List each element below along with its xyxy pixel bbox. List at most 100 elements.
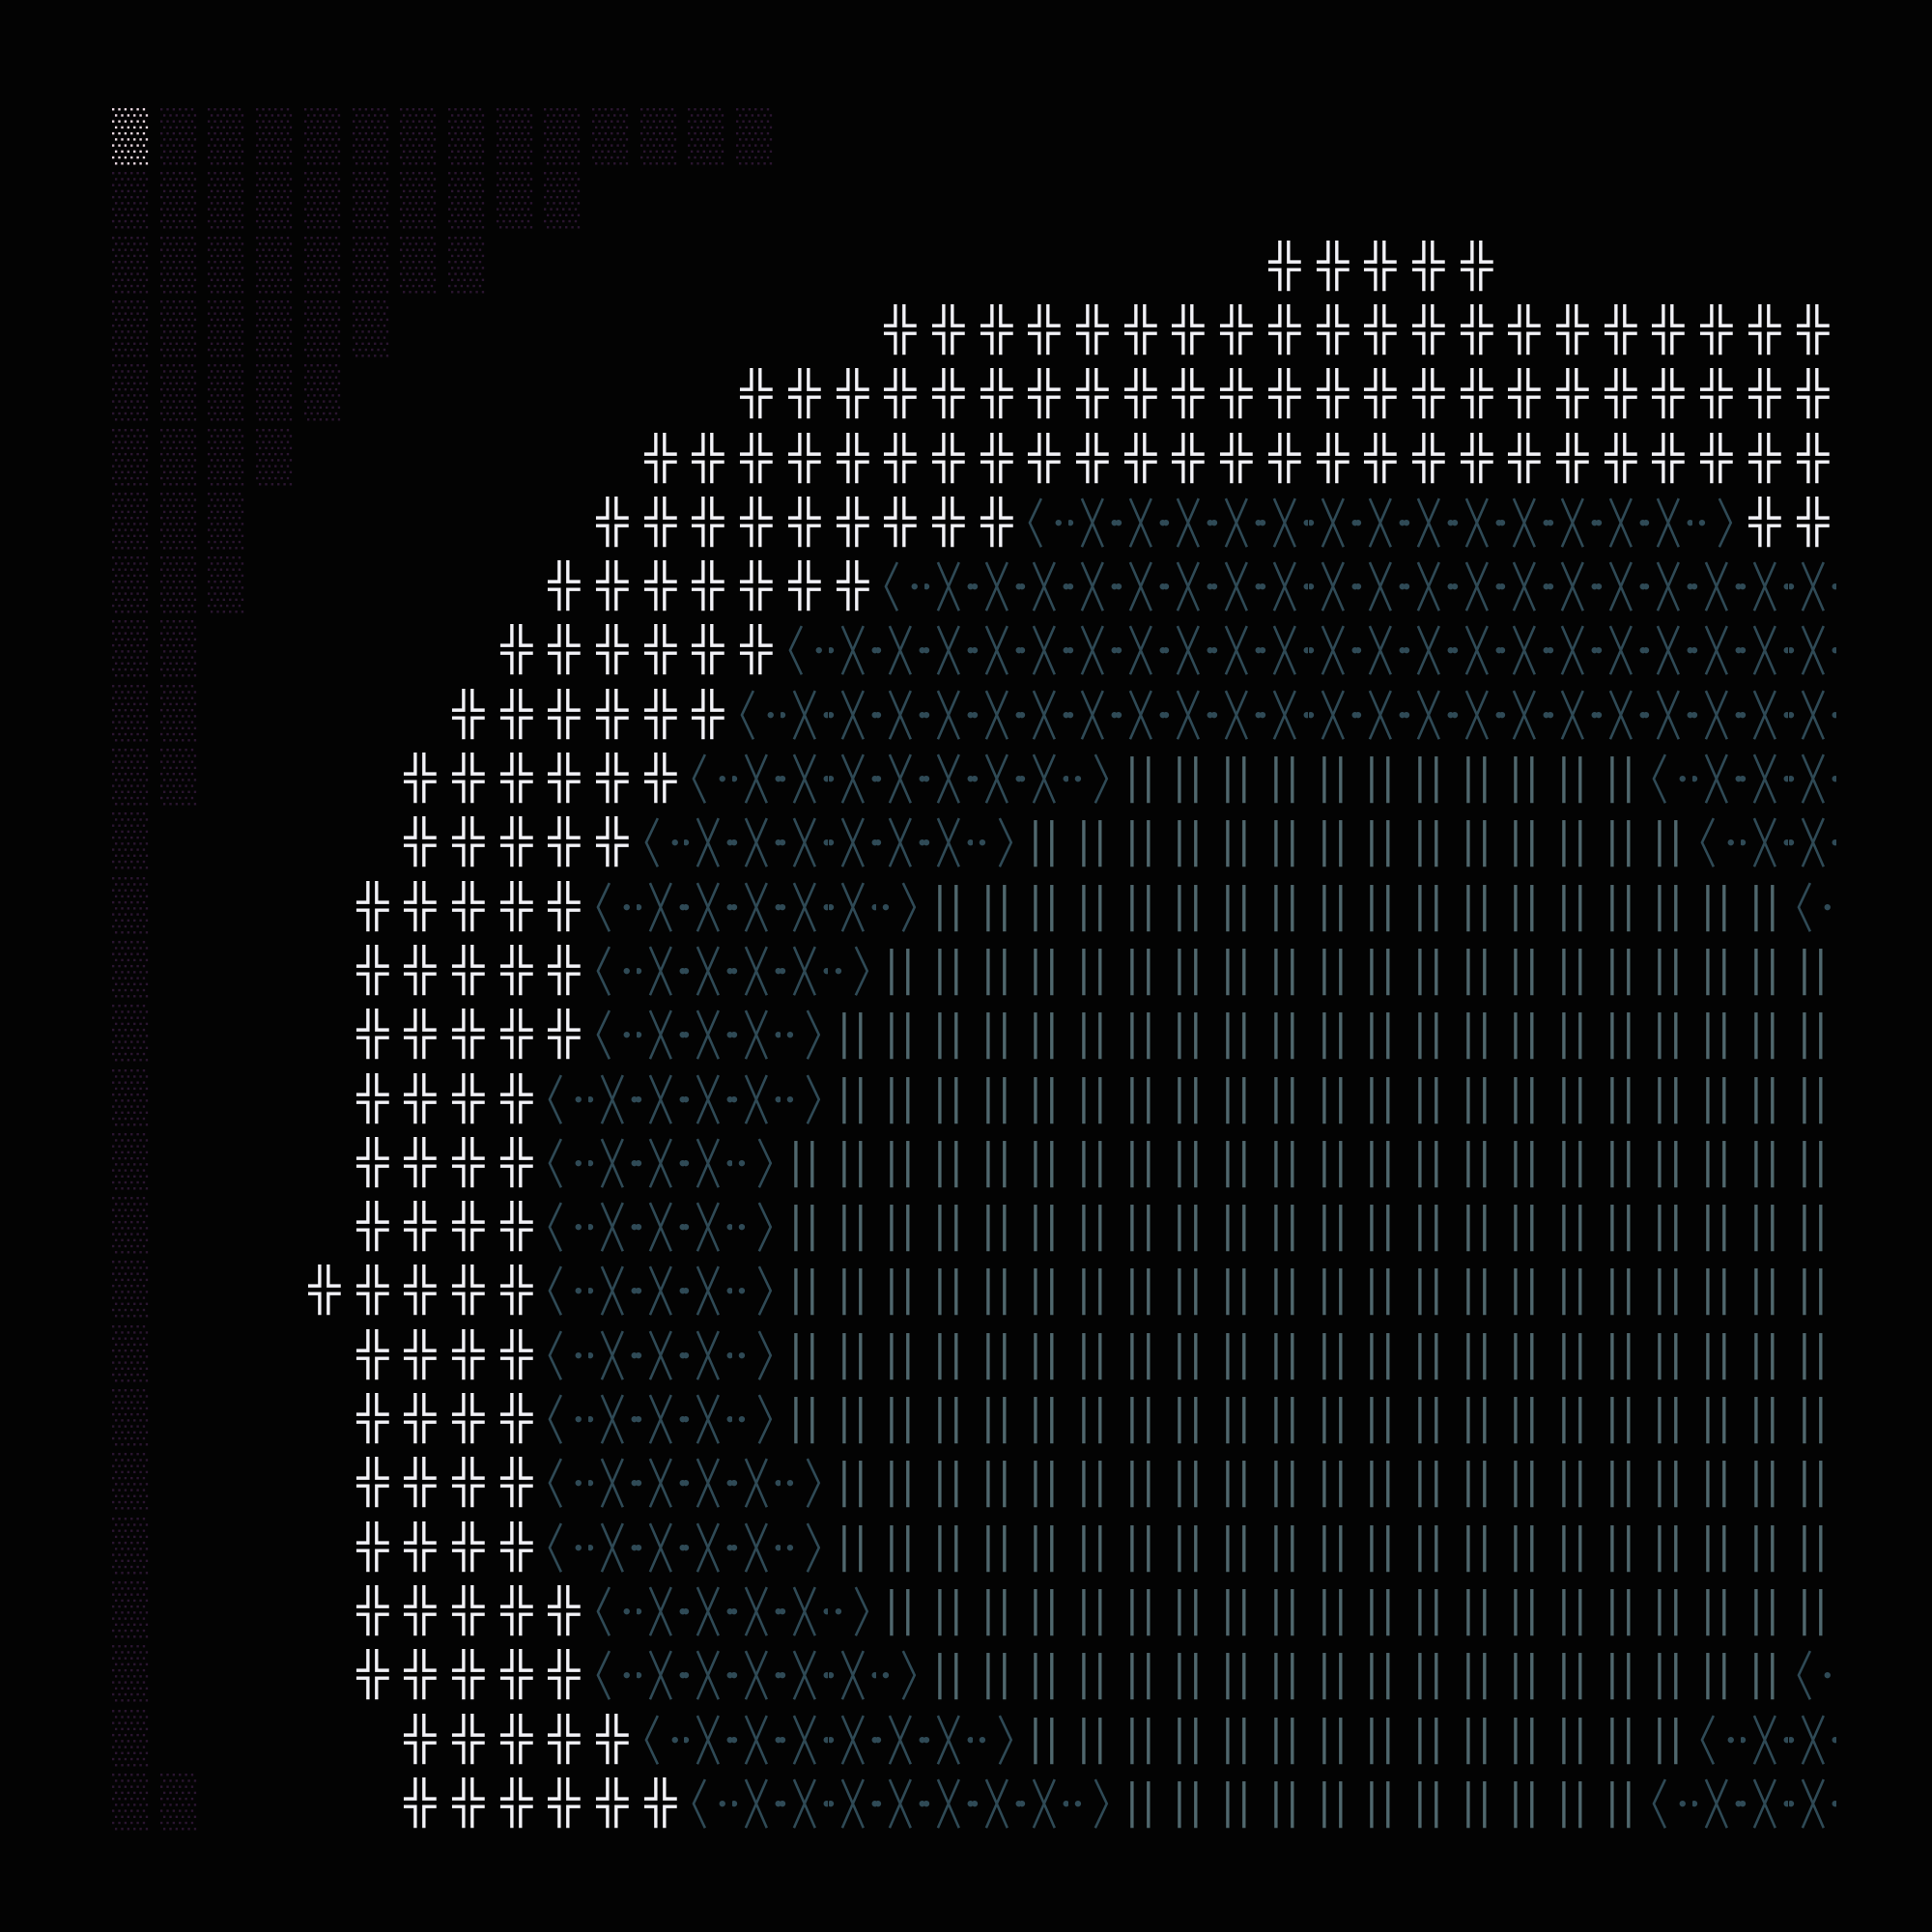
double-bar-glyph-icon (1644, 1001, 1692, 1065)
double-cross-glyph-icon (493, 1385, 541, 1449)
x-glyph-left-bracket-icon (540, 1449, 588, 1513)
double-bar-glyph-icon (1453, 1449, 1501, 1513)
double-cross-glyph-icon (1309, 233, 1357, 297)
double-bar-glyph-icon (1405, 937, 1453, 1001)
double-cross-glyph-icon (444, 809, 493, 872)
double-bar-glyph-icon (1117, 1385, 1165, 1449)
double-cross-glyph-icon (829, 553, 877, 616)
x-glyph-icon (732, 1641, 781, 1705)
x-glyph-left-bracket-icon (684, 745, 732, 809)
double-bar-glyph-icon (924, 1641, 973, 1705)
double-cross-glyph-icon (1789, 297, 1837, 360)
double-bar-glyph-icon (1405, 1514, 1453, 1577)
double-bar-glyph-icon (1500, 809, 1548, 872)
double-cross-glyph-icon (1453, 297, 1501, 360)
double-bar-glyph-icon (1261, 1321, 1309, 1385)
x-glyph-icon (1500, 681, 1548, 745)
dim-dot-pattern-icon (108, 297, 156, 360)
x-glyph-icon (1548, 489, 1597, 553)
dim-dot-pattern-icon (108, 1385, 156, 1449)
double-bar-glyph-icon (1644, 1065, 1692, 1129)
double-cross-glyph-icon (876, 297, 924, 360)
dim-dot-pattern-icon (540, 168, 588, 232)
double-bar-glyph-icon (781, 1321, 829, 1385)
double-bar-glyph-icon (1212, 1257, 1261, 1321)
x-glyph-icon (828, 681, 877, 745)
double-bar-glyph-icon (1597, 1257, 1645, 1321)
double-bar-glyph-icon (829, 1001, 877, 1065)
double-cross-glyph-icon (444, 1193, 493, 1257)
double-bar-glyph-icon (1500, 937, 1548, 1001)
x-glyph-icon (1308, 553, 1357, 616)
double-cross-glyph-icon (1356, 233, 1405, 297)
double-bar-glyph-icon (1309, 1385, 1357, 1449)
dim-dot-pattern-icon (252, 168, 300, 232)
double-cross-glyph-icon (1453, 425, 1501, 489)
dim-dot-pattern-icon (156, 104, 205, 168)
x-glyph-icon (828, 1770, 877, 1833)
double-bar-glyph-icon (973, 1129, 1021, 1193)
double-cross-glyph-icon (637, 681, 685, 745)
double-bar-glyph-icon (1309, 1321, 1357, 1385)
x-glyph-icon (876, 616, 924, 680)
x-glyph-right-bracket-icon (781, 1514, 829, 1577)
double-cross-glyph-icon (1548, 360, 1597, 424)
double-bar-glyph-icon (1597, 873, 1645, 937)
double-cross-glyph-icon (444, 1514, 493, 1577)
x-glyph-icon (1260, 489, 1309, 553)
x-glyph-right-bracket-icon (1692, 489, 1741, 553)
double-bar-glyph-icon (1356, 1641, 1405, 1705)
double-bar-glyph-icon (924, 873, 973, 937)
double-cross-glyph-icon (588, 809, 637, 872)
double-bar-glyph-icon (1356, 1385, 1405, 1449)
dim-dot-pattern-icon (108, 168, 156, 232)
double-bar-glyph-icon (1692, 1385, 1741, 1449)
dim-dot-pattern-icon (108, 1706, 156, 1770)
double-cross-glyph-icon (396, 1514, 444, 1577)
double-cross-glyph-icon (1789, 425, 1837, 489)
x-glyph-icon (1788, 681, 1836, 745)
double-bar-glyph-icon (1068, 937, 1117, 1001)
double-bar-glyph-icon (1405, 1257, 1453, 1321)
x-glyph-icon (1116, 489, 1165, 553)
double-cross-glyph-icon (349, 873, 397, 937)
x-glyph-icon (636, 1193, 685, 1257)
double-bar-glyph-icon (1356, 1514, 1405, 1577)
double-bar-glyph-icon (1548, 1706, 1597, 1770)
dim-dot-pattern-icon (108, 1641, 156, 1705)
double-bar-glyph-icon (1405, 1770, 1453, 1833)
x-glyph-icon (780, 1577, 829, 1641)
double-bar-glyph-icon (1453, 1257, 1501, 1321)
double-bar-glyph-icon (1692, 1577, 1741, 1641)
x-glyph-left-bracket-icon (588, 1577, 637, 1641)
double-bar-glyph-icon (1164, 1577, 1212, 1641)
double-bar-glyph-icon (1597, 1641, 1645, 1705)
double-bar-glyph-icon (1164, 1129, 1212, 1193)
double-bar-glyph-icon (1644, 1193, 1692, 1257)
x-glyph-icon (732, 1065, 781, 1129)
x-glyph-icon (828, 873, 877, 937)
dim-dot-pattern-icon (493, 104, 541, 168)
double-bar-glyph-icon (1405, 1001, 1453, 1065)
dim-dot-pattern-icon (108, 1065, 156, 1129)
x-glyph-icon (972, 616, 1021, 680)
double-bar-glyph-icon (1261, 1770, 1309, 1833)
double-cross-glyph-icon (1261, 425, 1309, 489)
double-cross-glyph-icon (493, 681, 541, 745)
x-glyph-icon (684, 1449, 733, 1513)
double-bar-glyph-icon (1212, 1514, 1261, 1577)
x-glyph-icon (1404, 553, 1453, 616)
x-glyph-icon (780, 809, 829, 872)
double-bar-glyph-icon (1117, 809, 1165, 872)
double-bar-glyph-icon (1597, 1706, 1645, 1770)
double-cross-glyph-icon (781, 489, 829, 553)
double-cross-glyph-icon (349, 1193, 397, 1257)
double-bar-glyph-icon (1020, 1514, 1068, 1577)
double-bar-glyph-icon (876, 1129, 924, 1193)
double-bar-glyph-icon (829, 1385, 877, 1449)
double-cross-glyph-icon (781, 553, 829, 616)
double-cross-glyph-icon (444, 873, 493, 937)
double-cross-glyph-icon (493, 873, 541, 937)
x-glyph-icon (1212, 681, 1261, 745)
